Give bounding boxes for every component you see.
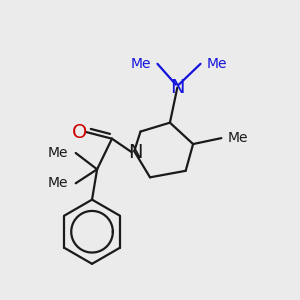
Text: Me: Me xyxy=(48,146,68,160)
Text: Me: Me xyxy=(48,176,68,190)
Text: Me: Me xyxy=(206,57,227,71)
Text: N: N xyxy=(128,142,142,162)
Text: O: O xyxy=(72,123,87,142)
Text: Me: Me xyxy=(227,131,248,145)
Text: Me: Me xyxy=(131,57,152,71)
Text: N: N xyxy=(170,78,184,97)
